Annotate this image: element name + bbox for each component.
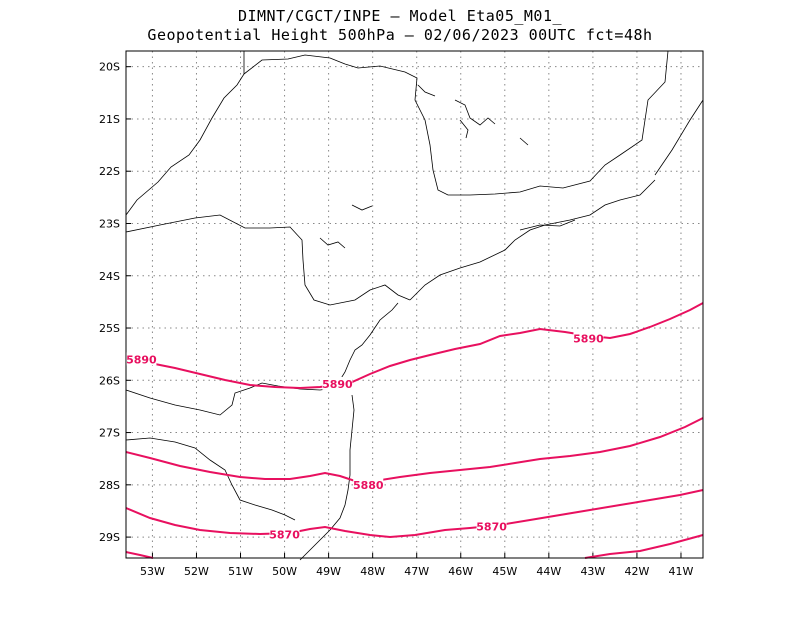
lon-label-44W: 44W — [536, 565, 561, 578]
lon-label-49W: 49W — [316, 565, 341, 578]
contour-label-5890-0: 5890 — [126, 353, 157, 366]
lon-label-45W: 45W — [492, 565, 517, 578]
title-line-1: DIMNT/CGCT/INPE — Model Eta05_M01_ — [237, 7, 563, 25]
lon-label-42W: 42W — [624, 565, 649, 578]
lat-label-23S: 23S — [99, 217, 120, 230]
lat-label-22S: 22S — [99, 165, 120, 178]
contour-label-5870-0: 5870 — [269, 528, 300, 541]
contour-5860-sw — [125, 551, 154, 559]
contour-5870 — [125, 489, 704, 539]
lon-label-47W: 47W — [404, 565, 429, 578]
contour-label-5890-2: 5890 — [573, 332, 604, 345]
lon-label-48W: 48W — [360, 565, 385, 578]
contour-lines — [125, 302, 704, 559]
latitude-labels: 20S 21S 22S 23S 24S 25S 26S 27S 28S 29S — [99, 61, 120, 544]
lon-label-41W: 41W — [669, 565, 694, 578]
lon-label-52W: 52W — [184, 565, 209, 578]
contour-label-bg — [126, 352, 157, 366]
contour-label-bg — [573, 331, 604, 345]
lon-label-53W: 53W — [140, 565, 165, 578]
contour-label-bg — [476, 519, 507, 533]
lon-label-43W: 43W — [580, 565, 605, 578]
contour-label-5890-1: 5890 — [322, 378, 353, 391]
lat-label-27S: 27S — [99, 427, 120, 440]
contour-label-5870-1: 5870 — [476, 521, 507, 534]
longitude-labels: 53W 52W 51W 50W 49W 48W 47W 46W 45W 44W 43W 42W 41W — [140, 565, 694, 578]
lat-label-20S: 20S — [99, 61, 120, 74]
plot-frame — [125, 50, 704, 559]
contour-5860-se — [584, 534, 704, 559]
contour-label-bg — [322, 376, 353, 390]
contour-label-bg — [353, 477, 384, 491]
lon-label-50W: 50W — [272, 565, 297, 578]
contour-5880 — [125, 417, 704, 482]
lat-label-21S: 21S — [99, 113, 120, 126]
lat-label-26S: 26S — [99, 374, 120, 387]
contour-labels: 5890 5890 5890 5880 5870 5870 — [126, 331, 604, 541]
lon-label-51W: 51W — [228, 565, 253, 578]
lat-label-28S: 28S — [99, 479, 120, 492]
graticule-grid — [126, 51, 703, 558]
title-line-2: Geopotential Height 500hPa — 02/06/2023 … — [147, 26, 653, 44]
contour-label-bg — [269, 527, 300, 541]
lat-label-29S: 29S — [99, 531, 120, 544]
lon-label-46W: 46W — [448, 565, 473, 578]
contour-label-5880-0: 5880 — [353, 479, 384, 492]
lat-label-24S: 24S — [99, 270, 120, 283]
coastline-borders — [125, 50, 704, 561]
lat-label-25S: 25S — [99, 322, 120, 335]
contour-5890 — [125, 302, 704, 390]
